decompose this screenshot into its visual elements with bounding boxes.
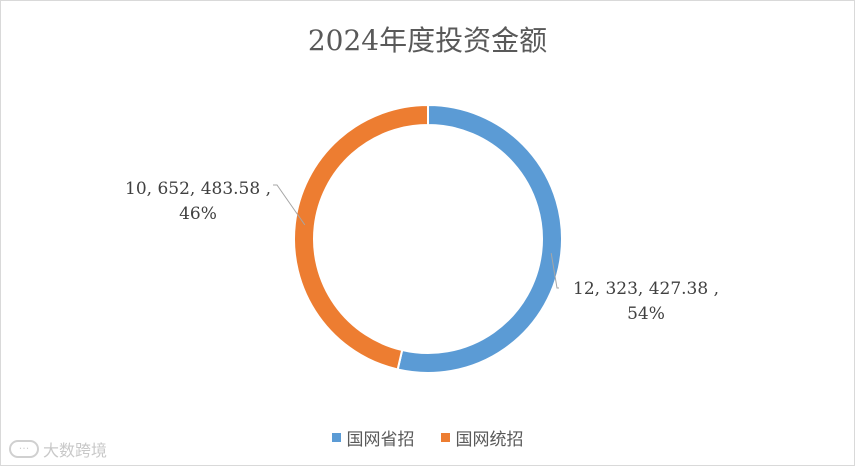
watermark: ··· 大数跨境 <box>9 437 107 461</box>
data-label-percent-1: 54% <box>627 304 665 324</box>
legend-swatch-2 <box>440 433 450 442</box>
data-label-value-1: 12, 323, 427.38 , <box>573 279 719 299</box>
donut-slice-2 <box>293 103 429 371</box>
legend-label-1: 国网省招 <box>346 430 415 450</box>
legend: 国网省招 国网统招 <box>1 425 854 450</box>
legend-label-2: 国网统招 <box>455 430 524 450</box>
data-label-value-2: 10, 652, 483.58 , <box>125 179 271 199</box>
leader-line-1 <box>550 253 559 289</box>
legend-item-1: 国网省招 <box>331 425 415 450</box>
leader-line-2 <box>273 184 306 226</box>
chart-title: 2024年度投资金额 <box>307 24 548 57</box>
legend-swatch-1 <box>331 433 341 442</box>
legend-item-2: 国网统招 <box>440 425 524 450</box>
bubble-logo-icon: ··· <box>9 440 39 458</box>
data-label-percent-2: 46% <box>179 204 217 224</box>
donut-slice-1 <box>396 103 563 374</box>
watermark-text: 大数跨境 <box>43 441 108 460</box>
